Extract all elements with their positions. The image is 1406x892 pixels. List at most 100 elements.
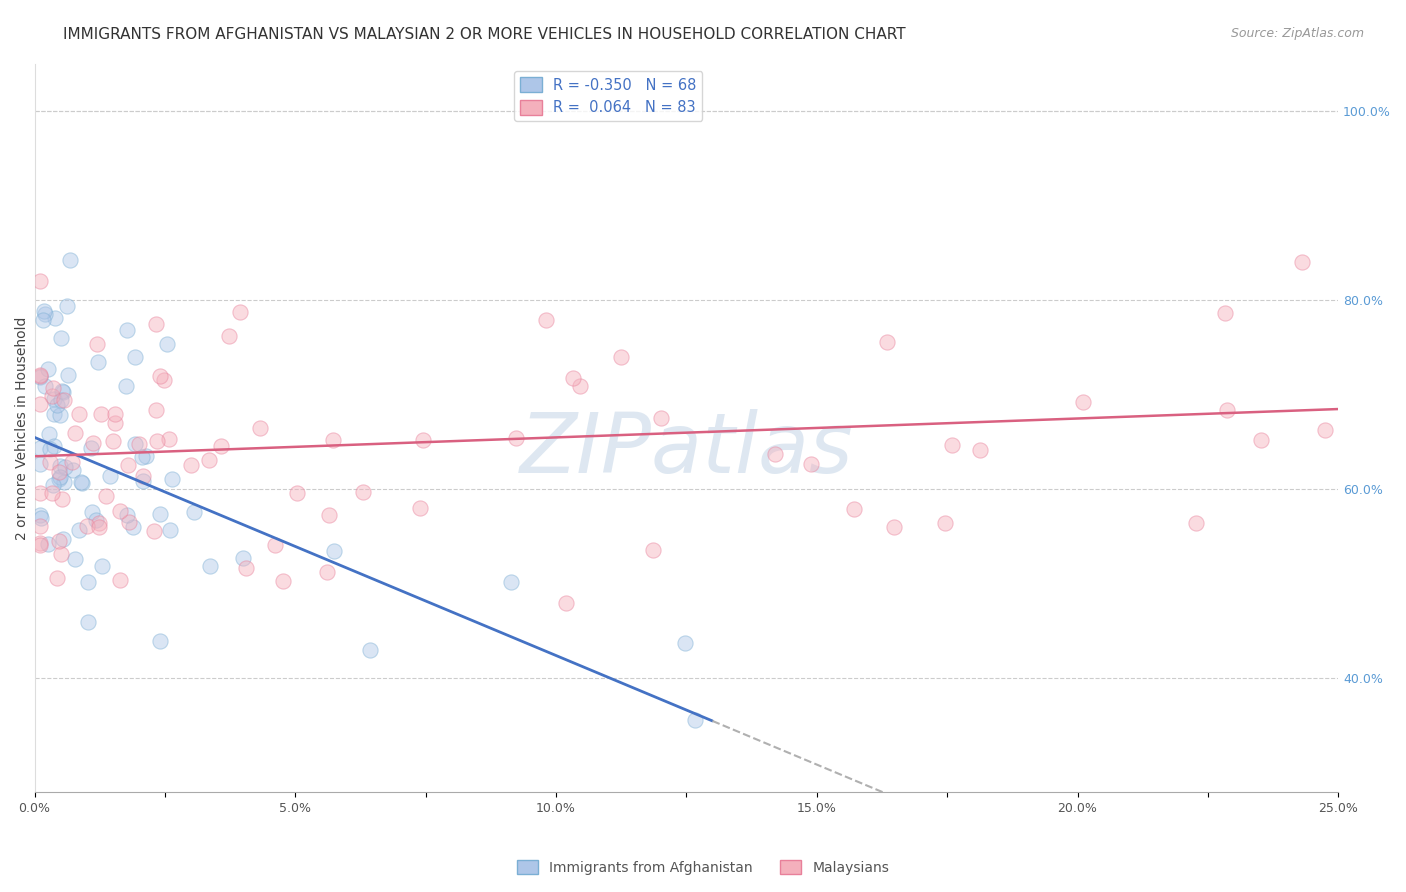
Point: [318, 508, 340, 522]
Point: [31, 312, 53, 326]
Point: [315, 565, 337, 579]
Point: [610, 351, 633, 365]
Point: [235, 561, 257, 575]
Point: [52, 385, 75, 400]
Point: [42, 392, 65, 406]
Point: [1313, 423, 1336, 437]
Point: [124, 437, 146, 451]
Point: [673, 636, 696, 650]
Point: [63, 552, 86, 566]
Point: [37, 362, 59, 376]
Point: [42, 407, 65, 421]
Point: [28, 536, 51, 550]
Point: [51, 384, 73, 399]
Point: [763, 447, 786, 461]
Point: [122, 520, 145, 534]
Point: [28, 508, 51, 523]
Point: [28, 369, 51, 384]
Point: [28, 519, 51, 533]
Point: [131, 474, 153, 488]
Point: [87, 516, 110, 531]
Point: [42, 381, 65, 395]
Point: [48, 533, 70, 548]
Point: [145, 403, 167, 417]
Point: [65, 426, 87, 441]
Point: [32, 304, 55, 318]
Point: [104, 407, 127, 421]
Point: [118, 515, 141, 529]
Point: [69, 475, 91, 490]
Legend: Immigrants from Afghanistan, Malaysians: Immigrants from Afghanistan, Malaysians: [512, 855, 894, 880]
Point: [135, 449, 157, 463]
Point: [159, 524, 181, 538]
Point: [42, 439, 65, 453]
Point: [285, 485, 308, 500]
Point: [94, 489, 117, 503]
Point: [232, 551, 254, 566]
Point: [28, 538, 51, 552]
Point: [48, 470, 70, 484]
Point: [49, 331, 72, 345]
Point: [117, 508, 139, 523]
Point: [37, 537, 59, 551]
Point: [51, 491, 73, 506]
Point: [198, 453, 221, 467]
Point: [322, 544, 344, 558]
Point: [41, 486, 63, 500]
Point: [209, 439, 232, 453]
Point: [110, 573, 132, 587]
Point: [183, 506, 205, 520]
Point: [100, 468, 122, 483]
Point: [28, 397, 51, 411]
Point: [49, 408, 72, 422]
Point: [52, 532, 75, 546]
Point: [842, 502, 865, 516]
Point: [38, 427, 60, 442]
Text: ZIPatlas: ZIPatlas: [520, 409, 853, 491]
Point: [499, 575, 522, 590]
Point: [359, 642, 381, 657]
Point: [124, 350, 146, 364]
Point: [641, 543, 664, 558]
Text: IMMIGRANTS FROM AFGHANISTAN VS MALAYSIAN 2 OR MORE VEHICLES IN HOUSEHOLD CORRELA: IMMIGRANTS FROM AFGHANISTAN VS MALAYSIAN…: [63, 27, 905, 42]
Point: [48, 472, 70, 486]
Point: [101, 434, 124, 448]
Point: [264, 537, 287, 551]
Point: [108, 503, 131, 517]
Point: [941, 438, 963, 452]
Point: [62, 463, 84, 477]
Point: [56, 299, 79, 313]
Point: [52, 392, 75, 407]
Point: [271, 574, 294, 588]
Point: [561, 370, 583, 384]
Point: [117, 458, 139, 472]
Point: [1291, 254, 1313, 268]
Point: [89, 520, 111, 534]
Point: [142, 524, 165, 539]
Point: [352, 485, 374, 500]
Point: [249, 421, 271, 435]
Point: [28, 274, 51, 288]
Point: [48, 458, 70, 473]
Point: [148, 369, 170, 384]
Point: [76, 519, 98, 533]
Point: [1185, 516, 1208, 530]
Point: [218, 328, 240, 343]
Point: [28, 457, 51, 471]
Point: [409, 501, 432, 516]
Point: [39, 442, 62, 456]
Point: [45, 398, 67, 412]
Point: [52, 475, 75, 490]
Point: [969, 443, 991, 458]
Point: [49, 393, 72, 408]
Point: [70, 475, 93, 490]
Point: [536, 313, 558, 327]
Point: [41, 389, 63, 403]
Y-axis label: 2 or more Vehicles in Household: 2 or more Vehicles in Household: [15, 317, 30, 540]
Point: [77, 615, 100, 629]
Point: [505, 431, 527, 445]
Point: [115, 323, 138, 337]
Point: [132, 468, 155, 483]
Point: [48, 465, 70, 479]
Point: [412, 433, 434, 447]
